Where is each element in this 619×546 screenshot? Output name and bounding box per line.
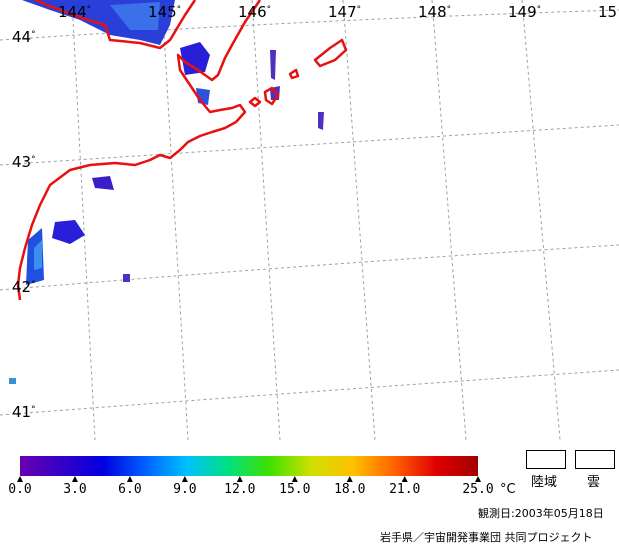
- latitude-line-44: [0, 9, 619, 41]
- lon-label-150: 15: [598, 3, 618, 21]
- lon-label-146: 146°: [238, 3, 272, 21]
- colorbar-tick-label: 25.0: [462, 482, 494, 497]
- coastline: [16, 0, 348, 301]
- colorbar-tick-label: 6.0: [118, 482, 142, 497]
- colorbar-tick-mark: [291, 476, 298, 482]
- coastline-island-a: [248, 96, 262, 108]
- lat-label-43: 43°: [12, 153, 36, 171]
- sst-map: [0, 0, 619, 440]
- sst-patch-east: [318, 112, 324, 130]
- colorbar-tick-label: 12.0: [224, 482, 256, 497]
- colorbar-tick-mark: [71, 476, 78, 482]
- land-legend-swatch: [526, 450, 566, 469]
- lon-label-149: 149°: [508, 3, 542, 21]
- sst-patch-north-cool: [110, 2, 160, 30]
- latitude-line-42: [0, 244, 619, 291]
- colorbar-tick-label: 15.0: [279, 482, 311, 497]
- credit-line: 岩手県／宇宙開発事業団 共同プロジェクト: [380, 531, 593, 544]
- sst-patch-small: [123, 274, 130, 282]
- temperature-colorbar: [20, 456, 478, 476]
- lon-label-144: 144°: [58, 3, 92, 21]
- colorbar-tick-mark: [401, 476, 408, 482]
- observation-date: 観測日:2003年05月18日: [478, 507, 604, 520]
- cloud-legend-label: 雲: [587, 475, 601, 490]
- lon-label-145: 145°: [148, 3, 182, 21]
- sst-patch-coast-cool: [34, 240, 42, 270]
- sst-patches: [9, 0, 324, 384]
- longitude-line-146: [251, 0, 281, 440]
- tick-marks: [17, 476, 481, 482]
- colorbar-ticks: [17, 476, 481, 482]
- colorbar-tick-mark: [475, 476, 481, 482]
- coastline-island-d: [313, 38, 348, 68]
- latitude-line-41: [0, 369, 619, 416]
- colorbar-tick-label: 3.0: [63, 482, 87, 497]
- sst-patch-island-1: [270, 50, 276, 80]
- sst-patch-mid-2: [52, 220, 85, 244]
- colorbar-unit: °C: [500, 482, 516, 497]
- lon-label-147: 147°: [328, 3, 362, 21]
- colorbar-tick-mark: [17, 476, 23, 482]
- colorbar-tick-mark: [346, 476, 353, 482]
- colorbar-tick-mark: [181, 476, 188, 482]
- coastline-hokkaido-east: [16, 0, 262, 301]
- coastline-main: [34, 0, 197, 50]
- land-legend-label: 陸域: [531, 475, 558, 490]
- colorbar-tick-label: 0.0: [8, 482, 32, 497]
- colorbar-tick-mark: [126, 476, 133, 482]
- lon-label-148: 148°: [418, 3, 452, 21]
- coastline-island-b: [263, 86, 280, 106]
- lat-label-44: 44°: [12, 28, 36, 46]
- longitude-line-144: [71, 0, 96, 440]
- sst-patch-mid-1: [92, 176, 114, 190]
- colorbar-tick-mark: [236, 476, 243, 482]
- coastline-island-c: [288, 68, 300, 80]
- lat-label-41: 41°: [12, 403, 36, 421]
- colorbar-tick-label: 9.0: [173, 482, 197, 497]
- longitude-line-148: [431, 0, 467, 440]
- graticule: [0, 0, 619, 440]
- longitude-line-147: [342, 0, 376, 440]
- colorbar-tick-label: 18.0: [334, 482, 366, 497]
- latitude-line-43: [0, 124, 619, 166]
- longitude-line-149: [521, 0, 561, 440]
- sst-patch-far-south: [9, 378, 16, 384]
- longitude-line-145: [161, 0, 189, 440]
- cloud-legend-swatch: [575, 450, 615, 469]
- lat-label-42: 42°: [12, 278, 36, 296]
- colorbar-tick-label: 21.0: [389, 482, 421, 497]
- sst-patch-peninsula: [180, 42, 210, 75]
